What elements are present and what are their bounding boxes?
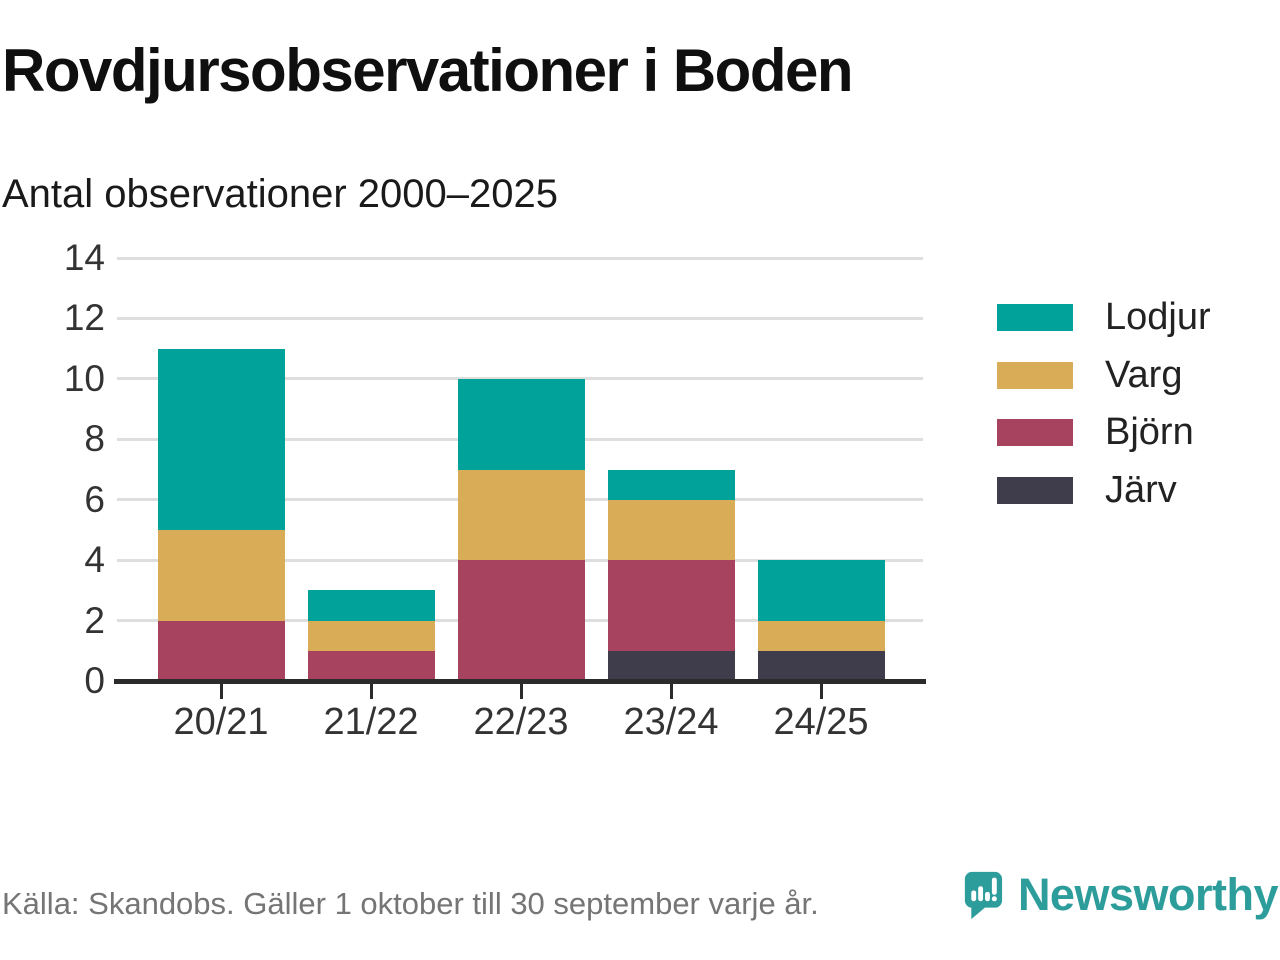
x-tick-label: 20/21 — [173, 701, 269, 743]
gridline — [117, 377, 923, 380]
y-tick-label: 14 — [63, 237, 105, 278]
y-tick-label: 2 — [84, 600, 105, 641]
legend-item: Varg — [997, 349, 1182, 401]
y-tick-label: 0 — [84, 660, 105, 701]
branding: Newsworthy — [962, 858, 1279, 932]
legend-swatch — [997, 361, 1073, 389]
speech-bubble-bar-chart-icon — [964, 871, 1003, 919]
y-tick-label: 12 — [63, 297, 105, 338]
gridline — [117, 317, 923, 320]
bar-segment-björn — [157, 621, 285, 681]
x-tick — [669, 684, 673, 699]
x-tick — [519, 684, 523, 699]
legend-swatch — [997, 303, 1073, 331]
x-tick — [819, 684, 823, 699]
y-tick-label: 8 — [84, 418, 105, 459]
legend-swatch — [997, 418, 1073, 446]
x-tick-label: 21/22 — [323, 701, 419, 743]
legend-swatch — [997, 476, 1073, 504]
bar-segment-lodjur — [157, 349, 285, 530]
bar-segment-lodjur — [757, 560, 885, 621]
legend-label: Björn — [1105, 410, 1194, 453]
gridline — [117, 257, 923, 260]
legend-item: Lodjur — [997, 291, 1211, 343]
legend-label: Varg — [1105, 353, 1183, 396]
bar-segment-lodjur — [607, 470, 735, 500]
y-tick-label: 6 — [84, 479, 105, 520]
y-tick-label: 10 — [63, 358, 105, 399]
bar-segment-björn — [457, 560, 585, 681]
bar-segment-järv — [757, 651, 885, 681]
x-tick-label: 23/24 — [623, 701, 719, 743]
bar-segment-varg — [757, 621, 885, 651]
legend-label: Järv — [1105, 468, 1177, 511]
x-axis-line — [114, 679, 926, 684]
bar-segment-järv — [607, 651, 735, 681]
bar-segment-lodjur — [307, 590, 435, 621]
bar-segment-lodjur — [457, 379, 585, 470]
bar-segment-björn — [607, 560, 735, 651]
bar-segment-varg — [307, 621, 435, 651]
bar-segment-björn — [307, 651, 435, 681]
page-title: Rovdjursobservationer i Boden — [2, 37, 854, 104]
x-tick — [369, 684, 373, 699]
legend-label: Lodjur — [1105, 295, 1211, 338]
legend-item: Järv — [997, 464, 1177, 516]
y-tick-label: 4 — [84, 539, 105, 580]
bar-segment-varg — [457, 470, 585, 560]
x-tick — [219, 684, 223, 699]
brand-wordmark: Newsworthy — [1017, 869, 1279, 920]
x-tick-label: 24/25 — [773, 701, 869, 743]
x-tick-label: 22/23 — [473, 701, 569, 743]
bar-segment-varg — [157, 530, 285, 621]
bar-segment-varg — [607, 500, 735, 560]
chart-subtitle: Antal observationer 2000–2025 — [2, 172, 558, 216]
source-note: Källa: Skandobs. Gäller 1 oktober till 3… — [2, 886, 819, 921]
legend-item: Björn — [997, 406, 1194, 458]
